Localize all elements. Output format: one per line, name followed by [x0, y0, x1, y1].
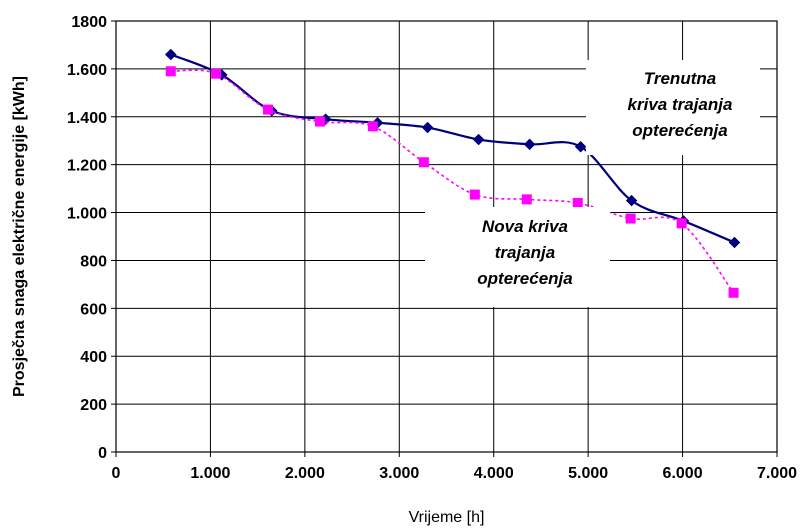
- x-tick-label: 2.000: [285, 465, 325, 482]
- data-point-marker: [728, 287, 739, 298]
- x-tick-label: 7.000: [757, 465, 797, 482]
- data-point-marker: [625, 194, 638, 207]
- y-tick-label: 200: [80, 397, 107, 414]
- series-annotation-2: Nova kriva trajanja opterećenja: [425, 207, 610, 307]
- annotation-text: opterećenja: [632, 121, 727, 140]
- annotation-background: [425, 207, 610, 307]
- data-point-marker: [469, 189, 480, 200]
- data-point-marker: [572, 197, 583, 208]
- series-line: [170, 69, 735, 294]
- y-tick-label: 800: [80, 253, 107, 270]
- series-group: [164, 48, 741, 298]
- data-point-marker: [211, 68, 222, 79]
- series-2: [165, 66, 739, 298]
- data-point-marker: [314, 116, 325, 127]
- annotation-background: [586, 60, 760, 155]
- annotation-text: Nova kriva: [482, 217, 568, 236]
- y-tick-label: 0: [98, 445, 107, 462]
- x-tick-label: 3.000: [379, 465, 419, 482]
- data-point-marker: [165, 66, 176, 77]
- annotation-text: kriva trajanja: [628, 95, 733, 114]
- y-tick-label: 600: [80, 301, 107, 318]
- x-tick-label: 5.000: [568, 465, 608, 482]
- x-tick-label: 6.000: [663, 465, 703, 482]
- x-axis-ticks: 0 1.000 2.000 3.000 4.000 5.000 6.000 7.000: [112, 452, 797, 482]
- y-axis-ticks: 0 200 400 600 800 1.000 1.200 1.400 1.600 1800: [67, 14, 116, 462]
- annotation-text: trajanja: [495, 243, 555, 262]
- annotation-text: Trenutna: [644, 69, 716, 88]
- annotation-text: opterećenja: [477, 269, 572, 288]
- data-point-marker: [676, 218, 687, 229]
- y-tick-label: 1.200: [67, 158, 107, 175]
- y-axis-label: Prosječna snaga električne energije [kWh…: [11, 76, 28, 397]
- data-point-marker: [164, 48, 177, 61]
- x-axis-label: Vrijeme [h]: [409, 509, 485, 526]
- data-point-marker: [421, 121, 434, 134]
- data-point-marker: [523, 138, 536, 151]
- data-point-marker: [418, 157, 429, 168]
- y-tick-label: 1.400: [67, 110, 107, 127]
- data-point-marker: [367, 121, 378, 132]
- data-point-marker: [521, 194, 532, 205]
- x-tick-label: 4.000: [474, 465, 514, 482]
- y-tick-label: 1.000: [67, 206, 107, 223]
- x-tick-label: 0: [112, 465, 121, 482]
- data-point-marker: [472, 133, 485, 146]
- data-point-marker: [574, 140, 587, 153]
- data-point-marker: [263, 104, 274, 115]
- plot-area-frame: [115, 20, 778, 453]
- x-tick-label: 1.000: [190, 465, 230, 482]
- y-tick-label: 1.600: [67, 62, 107, 79]
- y-tick-label: 400: [80, 349, 107, 366]
- data-point-marker: [728, 236, 741, 249]
- data-point-marker: [625, 213, 636, 224]
- series-annotation-1: Trenutna kriva trajanja opterećenja: [586, 60, 760, 155]
- y-tick-label: 1800: [71, 14, 107, 31]
